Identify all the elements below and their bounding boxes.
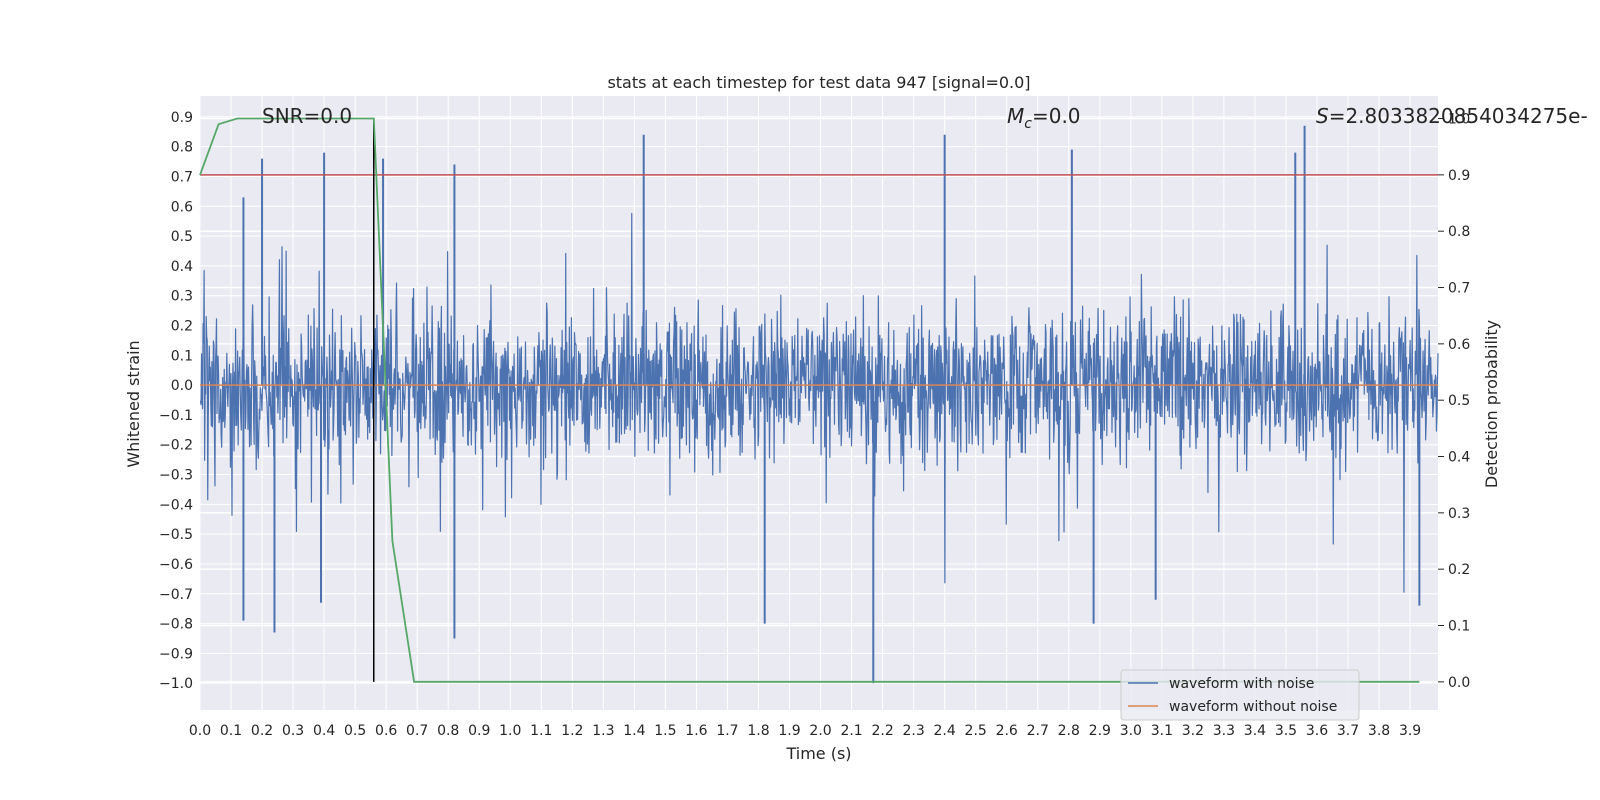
x-tick-label: 1.4 (623, 723, 645, 739)
y-right-tick-label: 0.9 (1448, 168, 1470, 184)
y-right-tick-label: 0.0 (1448, 675, 1470, 691)
y-right-tick-label: 0.4 (1448, 450, 1470, 466)
overlay-lines (199, 117, 1438, 683)
mc-annotation: Mc=0.0 (1007, 104, 1081, 132)
x-tick-label: 2.3 (903, 723, 925, 739)
y-axis-left-label: Whitened strain (124, 340, 143, 467)
legend-label-clean: waveform without noise (1169, 699, 1337, 715)
x-tick-label: 3.0 (1120, 723, 1142, 739)
y-left-tick-label: −0.9 (159, 646, 193, 662)
x-tick-label: 0.5 (344, 723, 366, 739)
y-right-tick-label: 0.2 (1448, 562, 1470, 578)
series-waveform-with-noise (199, 125, 1439, 684)
mc-subscript: c (1024, 116, 1032, 132)
y-left-tick-label: −0.2 (159, 438, 193, 454)
x-tick-label: 2.7 (1027, 723, 1049, 739)
x-axis-label: Time (s) (785, 744, 851, 763)
y-left-tick-label: −1.0 (159, 676, 193, 692)
x-tick-label: 3.5 (1275, 723, 1297, 739)
y-left-tick-label: 0.3 (171, 289, 193, 305)
x-tick-label: 3.4 (1244, 723, 1266, 739)
legend: waveform with noise waveform without noi… (1120, 669, 1360, 721)
y-right-tick-label: 0.5 (1448, 393, 1470, 409)
x-tick-label: 0.2 (251, 723, 273, 739)
x-tick-label: 3.8 (1368, 723, 1390, 739)
mc-symbol: M (1007, 104, 1024, 128)
y-left-tick-label: 0.1 (171, 348, 193, 364)
x-tick-label: 1.6 (685, 723, 707, 739)
x-tick-label: 1.5 (654, 723, 676, 739)
x-tick-label: 2.6 (996, 723, 1018, 739)
x-tick-label: 0.4 (313, 723, 335, 739)
y-left-tick-labels: 0.9 0.8 0.7 0.6 0.5 0.4 0.3 0.2 0.1 0.0 −0.1 −0.2 −0… (159, 110, 193, 692)
y-left-tick-label: 0.9 (171, 110, 193, 126)
y-left-tick-label: 0.7 (171, 169, 193, 185)
x-tick-label: 3.6 (1306, 723, 1328, 739)
y-right-tick-label: 0.8 (1448, 224, 1470, 240)
chart-title: stats at each timestep for test data 947… (607, 73, 1030, 92)
x-tick-label: 1.7 (716, 723, 738, 739)
y-right-tick-label: 0.3 (1448, 506, 1470, 522)
x-tick-label: 3.1 (1151, 723, 1173, 739)
x-tick-label: 1.0 (499, 723, 521, 739)
legend-label-noise: waveform with noise (1169, 676, 1314, 692)
x-tick-label: 1.3 (592, 723, 614, 739)
y-left-tick-label: 0.4 (171, 259, 193, 275)
waveform-with-noise-line (199, 212, 1439, 593)
snr-annotation: SNR=0.0 (262, 104, 352, 128)
y-axis-right-label: Detection probability (1482, 320, 1501, 488)
x-tick-label: 2.0 (809, 723, 831, 739)
x-tick-labels: 0.0 0.1 0.2 0.3 0.4 0.5 0.6 0.7 0.8 0.9 1.0 1.1 1.2 1… (189, 723, 1421, 739)
y-left-tick-label: 0.6 (171, 199, 193, 215)
y-left-tick-label: −0.6 (159, 557, 193, 573)
y-right-tick-label: 1.0 (1448, 112, 1470, 128)
y-left-tick-label: 0.2 (171, 319, 193, 335)
detection-probability-line (199, 117, 1420, 683)
x-tick-label: 0.3 (282, 723, 304, 739)
x-tick-label: 2.9 (1089, 723, 1111, 739)
x-tick-label: 1.2 (561, 723, 583, 739)
s-symbol: S (1316, 104, 1329, 128)
x-tick-label: 0.0 (189, 723, 211, 739)
x-tick-label: 1.9 (778, 723, 800, 739)
y-left-tick-label: 0.8 (171, 140, 193, 156)
x-tick-label: 2.4 (934, 723, 956, 739)
y-right-tick-label: 0.1 (1448, 619, 1470, 635)
x-tick-label: 1.8 (747, 723, 769, 739)
y-right-tick-labels: 1.0 0.9 0.8 0.7 0.6 0.5 0.4 0.3 0.2 0.1 0.0 (1438, 112, 1470, 691)
s-value: =2.8033820854034275e- (1329, 104, 1588, 128)
y-left-tick-label: −0.8 (159, 617, 193, 633)
x-tick-label: 3.9 (1399, 723, 1421, 739)
y-left-tick-label: 0.5 (171, 229, 193, 245)
x-tick-label: 0.6 (375, 723, 397, 739)
x-tick-label: 1.1 (530, 723, 552, 739)
y-left-tick-label: −0.7 (159, 587, 193, 603)
y-left-tick-label: −0.5 (159, 527, 193, 543)
x-tick-label: 0.9 (468, 723, 490, 739)
y-left-tick-label: −0.3 (159, 468, 193, 484)
y-left-tick-label: −0.4 (159, 497, 193, 513)
x-tick-label: 2.5 (965, 723, 987, 739)
x-tick-label: 0.1 (220, 723, 242, 739)
x-tick-label: 3.3 (1213, 723, 1235, 739)
x-tick-label: 2.8 (1058, 723, 1080, 739)
s-annotation: S=2.8033820854034275e- (1316, 104, 1588, 128)
x-tick-label: 0.8 (437, 723, 459, 739)
legend-box (1120, 669, 1360, 721)
x-tick-label: 3.7 (1337, 723, 1359, 739)
x-tick-label: 2.1 (840, 723, 862, 739)
x-tick-label: 2.2 (871, 723, 893, 739)
x-tick-label: 0.7 (406, 723, 428, 739)
x-tick-label: 3.2 (1182, 723, 1204, 739)
y-left-tick-label: −0.1 (159, 408, 193, 424)
y-right-tick-label: 0.7 (1448, 281, 1470, 297)
mc-value: =0.0 (1032, 104, 1081, 128)
y-right-tick-label: 0.6 (1448, 337, 1470, 353)
y-left-tick-label: 0.0 (171, 378, 193, 394)
